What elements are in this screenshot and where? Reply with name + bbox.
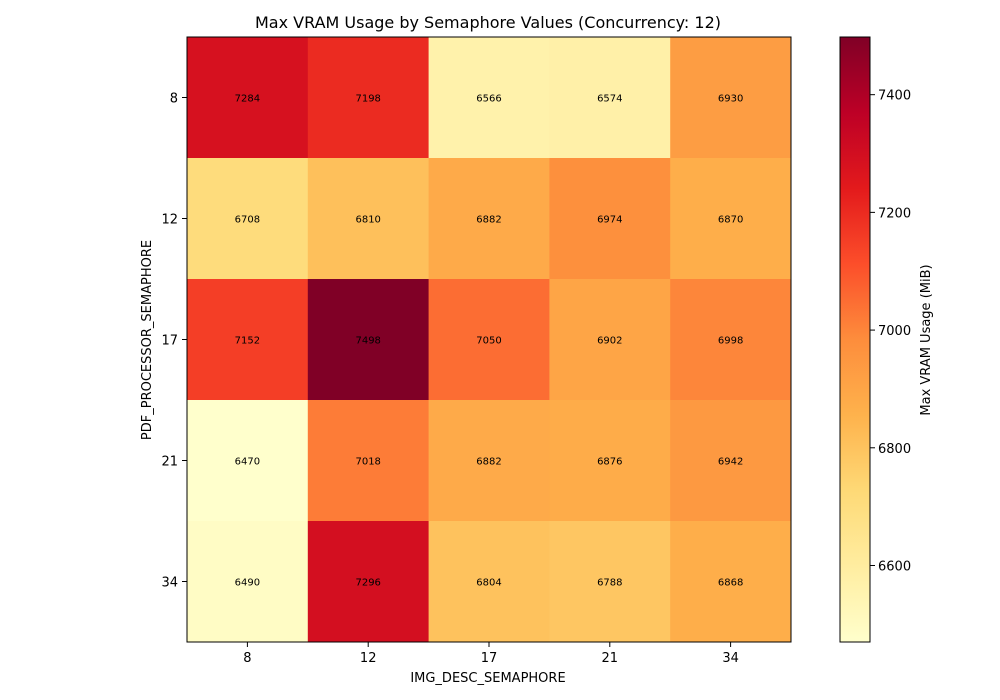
cell-value-label: 6876 (597, 457, 622, 468)
colorbar-tick-label: 6600 (878, 559, 911, 574)
cell-value-label: 6804 (476, 578, 501, 589)
cell-value-label: 6868 (718, 578, 743, 589)
heatmap-cell (670, 400, 792, 522)
heatmap-cell (428, 158, 550, 280)
heatmap-cell (187, 521, 309, 643)
y-axis-label: PDF_PROCESSOR_SEMAPHORE (140, 240, 155, 440)
y-axis-ticks: 8 12 17 21 34 (161, 92, 187, 591)
x-tick-label: 17 (481, 651, 498, 666)
cell-value-label: 6974 (597, 215, 622, 226)
cell-value-label: 6470 (235, 457, 260, 468)
colorbar-tick-label: 7400 (878, 89, 911, 104)
heatmap-cell (187, 400, 309, 522)
heatmap-cells (187, 37, 792, 643)
cell-value-label: 6882 (476, 215, 501, 226)
cell-value-label: 6810 (355, 215, 380, 226)
heatmap-cell (670, 158, 792, 280)
cell-value-label: 6566 (476, 94, 501, 105)
cell-value-label: 6942 (718, 457, 743, 468)
cell-value-label: 6882 (476, 457, 501, 468)
cell-value-label: 6788 (597, 578, 622, 589)
y-tick-label: 12 (161, 213, 178, 228)
x-axis-ticks: 8 12 17 21 34 (243, 642, 739, 666)
cell-value-label: 6708 (235, 215, 260, 226)
heatmap-cell (428, 37, 550, 159)
cell-value-label: 7498 (355, 336, 380, 347)
heatmap-cell (307, 521, 430, 643)
cell-value-label: 7018 (355, 457, 380, 468)
heatmap-cell (670, 37, 792, 159)
x-tick-label: 34 (722, 651, 739, 666)
heatmap-cell (428, 521, 550, 643)
heatmap-cell (307, 37, 430, 159)
heatmap-cell (187, 37, 309, 159)
heatmap-cell (549, 400, 671, 522)
x-axis-label: IMG_DESC_SEMAPHORE (410, 671, 565, 686)
heatmap-cell (428, 279, 550, 401)
heatmap-cell (670, 279, 792, 401)
x-tick-label: 12 (360, 651, 377, 666)
x-tick-label: 21 (602, 651, 619, 666)
colorbar-tick-label: 7000 (878, 324, 911, 339)
heatmap-cell (307, 279, 430, 401)
cell-value-label: 7198 (355, 94, 380, 105)
colorbar-tick-label: 7200 (878, 206, 911, 221)
heatmap-cell (187, 158, 309, 280)
cell-value-label: 6490 (235, 578, 260, 589)
cell-value-label: 7284 (235, 94, 260, 105)
y-tick-label: 34 (161, 576, 178, 591)
y-tick-label: 17 (161, 334, 178, 349)
cell-value-label: 7296 (355, 578, 380, 589)
cell-value-label: 6574 (597, 94, 622, 105)
colorbar-label: Max VRAM Usage (MiB) (919, 264, 934, 415)
heatmap-cell (428, 400, 550, 522)
heatmap-cell (549, 37, 671, 159)
cell-value-label: 6870 (718, 215, 743, 226)
heatmap-cell (549, 158, 671, 280)
colorbar-tick-label: 6800 (878, 442, 911, 457)
heatmap-cell (670, 521, 792, 643)
heatmap-cell-labels: 7284 7198 6566 6574 6930 6708 6810 6882 6974 6870… (235, 94, 744, 589)
cell-value-label: 7152 (235, 336, 260, 347)
colorbar (839, 36, 871, 643)
chart-title: Max VRAM Usage by Semaphore Values (Conc… (255, 13, 721, 32)
colorbar-ticks: 6600 6800 7000 7200 7400 (870, 89, 911, 574)
cell-value-label: 6998 (718, 336, 743, 347)
heatmap-cell (549, 279, 671, 401)
y-tick-label: 21 (161, 455, 178, 470)
heatmap-cell (307, 400, 430, 522)
heatmap-cell (187, 279, 309, 401)
cell-value-label: 6930 (718, 94, 743, 105)
cell-value-label: 7050 (476, 336, 501, 347)
heatmap-cell (549, 521, 671, 643)
heatmap-cell (307, 158, 430, 280)
y-tick-label: 8 (170, 92, 178, 107)
cell-value-label: 6902 (597, 336, 622, 347)
x-tick-label: 8 (243, 651, 251, 666)
